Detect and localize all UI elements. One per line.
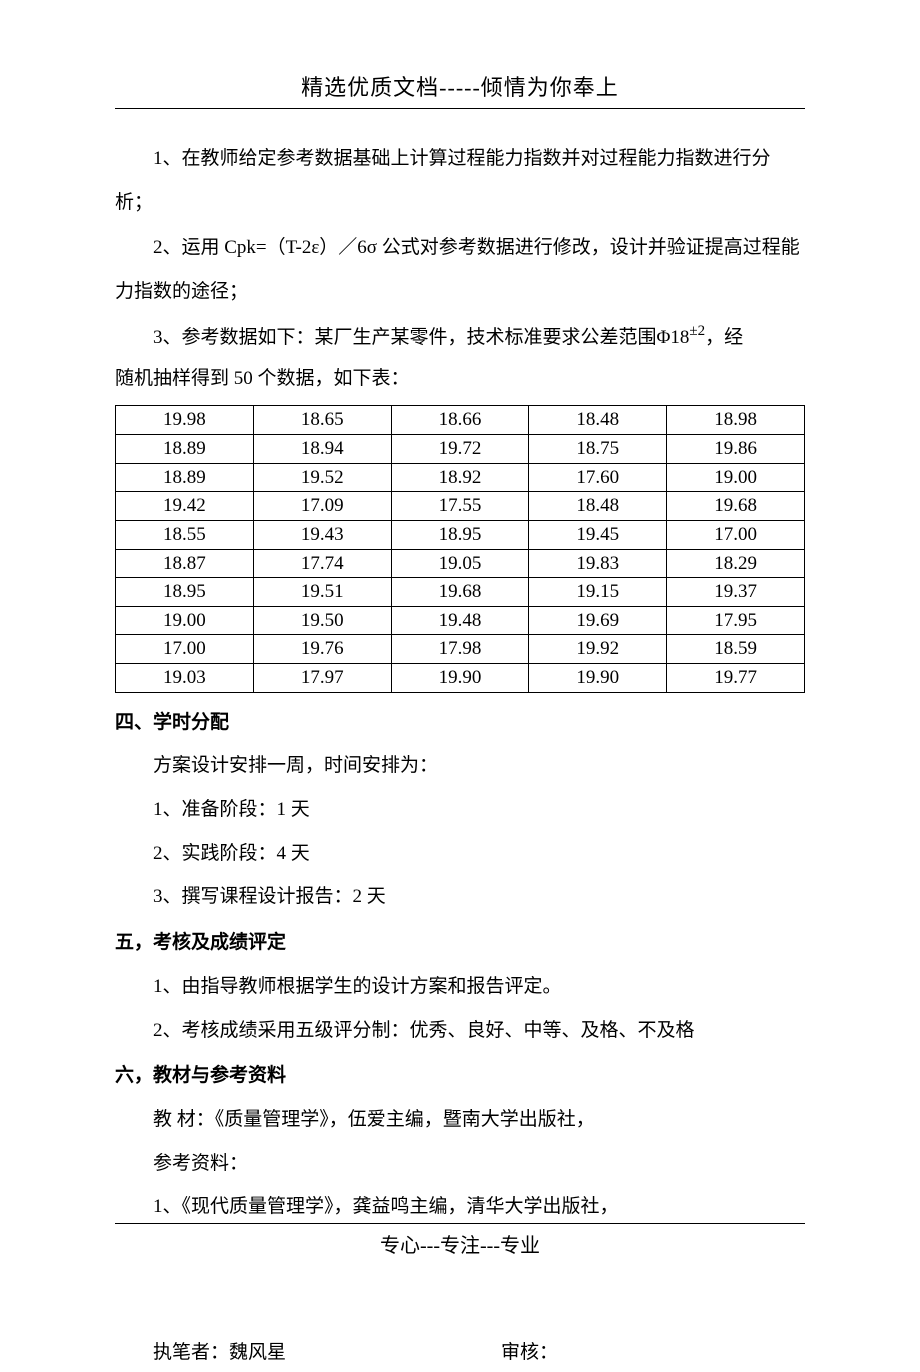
section-5-heading: 五，考核及成绩评定 — [115, 921, 805, 965]
table-cell: 18.95 — [391, 520, 529, 549]
table-cell: 18.95 — [116, 578, 254, 607]
table-row: 18.8717.7419.0519.8318.29 — [116, 549, 805, 578]
table-cell: 19.83 — [529, 549, 667, 578]
signature-row: 执笔者：魏风星 审核： — [115, 1334, 805, 1372]
table-cell: 19.98 — [116, 406, 254, 435]
table-row: 19.4217.0917.5518.4819.68 — [116, 492, 805, 521]
table-cell: 19.00 — [116, 606, 254, 635]
sec4-item-3: 3、撰写课程设计报告：2 天 — [115, 875, 805, 919]
table-cell: 19.92 — [529, 635, 667, 664]
reviewer-block: 审核： — [501, 1334, 558, 1372]
table-cell: 18.89 — [116, 463, 254, 492]
table-cell: 18.66 — [391, 406, 529, 435]
table-row: 17.0019.7617.9819.9218.59 — [116, 635, 805, 664]
table-cell: 19.03 — [116, 664, 254, 693]
table-cell: 19.00 — [667, 463, 805, 492]
sec6-item-1: 参考资料： — [115, 1142, 805, 1186]
table-row: 19.0317.9719.9019.9019.77 — [116, 664, 805, 693]
table-cell: 17.09 — [253, 492, 391, 521]
author-block: 执笔者：魏风星 — [115, 1334, 286, 1372]
table-cell: 18.48 — [529, 406, 667, 435]
table-cell: 17.98 — [391, 635, 529, 664]
table-cell: 17.00 — [667, 520, 805, 549]
footer-divider — [115, 1223, 805, 1224]
table-cell: 19.15 — [529, 578, 667, 607]
table-row: 18.9519.5119.6819.1519.37 — [116, 578, 805, 607]
table-cell: 19.90 — [529, 664, 667, 693]
table-cell: 18.55 — [116, 520, 254, 549]
table-cell: 19.45 — [529, 520, 667, 549]
section-4-heading: 四、学时分配 — [115, 701, 805, 745]
sec4-item-1: 1、准备阶段：1 天 — [115, 788, 805, 832]
page-header: 精选优质文档-----倾情为你奉上 — [115, 70, 805, 102]
author-label: 执笔者： — [153, 1342, 229, 1363]
table-cell: 18.65 — [253, 406, 391, 435]
sec4-item-2: 2、实践阶段：4 天 — [115, 832, 805, 876]
sec6-item-0: 教 材：《质量管理学》，伍爱主编，暨南大学出版社， — [115, 1098, 805, 1142]
author-name: 魏风星 — [229, 1342, 286, 1363]
sec5-item-0: 1、由指导教师根据学生的设计方案和报告评定。 — [115, 965, 805, 1009]
table-cell: 18.29 — [667, 549, 805, 578]
table-cell: 19.77 — [667, 664, 805, 693]
table-cell: 19.68 — [667, 492, 805, 521]
table-cell: 17.00 — [116, 635, 254, 664]
table-cell: 19.50 — [253, 606, 391, 635]
page-footer: 专心---专注---专业 — [0, 1229, 920, 1258]
table-cell: 19.86 — [667, 434, 805, 463]
table-cell: 19.48 — [391, 606, 529, 635]
table-cell: 19.68 — [391, 578, 529, 607]
sec5-item-1: 2、考核成绩采用五级评分制：优秀、良好、中等、及格、不及格 — [115, 1009, 805, 1053]
table-cell: 17.97 — [253, 664, 391, 693]
table-cell: 18.87 — [116, 549, 254, 578]
table-cell: 19.42 — [116, 492, 254, 521]
paragraph-3-line2: 随机抽样得到 50 个数据，如下表： — [115, 359, 805, 399]
sec4-item-0: 方案设计安排一周，时间安排为： — [115, 744, 805, 788]
table-cell: 19.37 — [667, 578, 805, 607]
reviewer-label: 审核： — [501, 1342, 558, 1363]
table-cell: 19.51 — [253, 578, 391, 607]
paragraph-1: 1、在教师给定参考数据基础上计算过程能力指数并对过程能力指数进行分析； — [115, 137, 805, 224]
data-table: 19.9818.6518.6618.4818.9818.8918.9419.72… — [115, 405, 805, 692]
table-cell: 17.95 — [667, 606, 805, 635]
paragraph-2: 2、运用 Cpk=（T-2ε）／6σ 公式对参考数据进行修改，设计并验证提高过程… — [115, 226, 805, 313]
section-6-heading: 六，教材与参考资料 — [115, 1054, 805, 1098]
table-cell: 18.94 — [253, 434, 391, 463]
table-row: 18.5519.4318.9519.4517.00 — [116, 520, 805, 549]
table-row: 18.8918.9419.7218.7519.86 — [116, 434, 805, 463]
phi-notation: Φ18 — [657, 327, 690, 348]
table-cell: 18.48 — [529, 492, 667, 521]
table-cell: 17.74 — [253, 549, 391, 578]
header-divider — [115, 108, 805, 109]
table-cell: 18.75 — [529, 434, 667, 463]
table-cell: 18.89 — [116, 434, 254, 463]
paragraph-3-line1: 3、参考数据如下：某厂生产某零件，技术标准要求公差范围Φ18±2，经 — [115, 316, 805, 360]
table-cell: 19.76 — [253, 635, 391, 664]
table-cell: 19.52 — [253, 463, 391, 492]
table-row: 18.8919.5218.9217.6019.00 — [116, 463, 805, 492]
table-cell: 18.98 — [667, 406, 805, 435]
table-row: 19.0019.5019.4819.6917.95 — [116, 606, 805, 635]
table-cell: 19.90 — [391, 664, 529, 693]
table-cell: 17.55 — [391, 492, 529, 521]
table-cell: 19.05 — [391, 549, 529, 578]
tolerance-value: ±2 — [689, 323, 705, 339]
para3-prefix: 3、参考数据如下：某厂生产某零件，技术标准要求公差范围 — [153, 327, 657, 348]
table-cell: 17.60 — [529, 463, 667, 492]
table-cell: 19.69 — [529, 606, 667, 635]
table-cell: 18.92 — [391, 463, 529, 492]
table-cell: 19.72 — [391, 434, 529, 463]
table-cell: 18.59 — [667, 635, 805, 664]
table-cell: 19.43 — [253, 520, 391, 549]
table-row: 19.9818.6518.6618.4818.98 — [116, 406, 805, 435]
para3-suffix-part: ，经 — [705, 327, 743, 348]
